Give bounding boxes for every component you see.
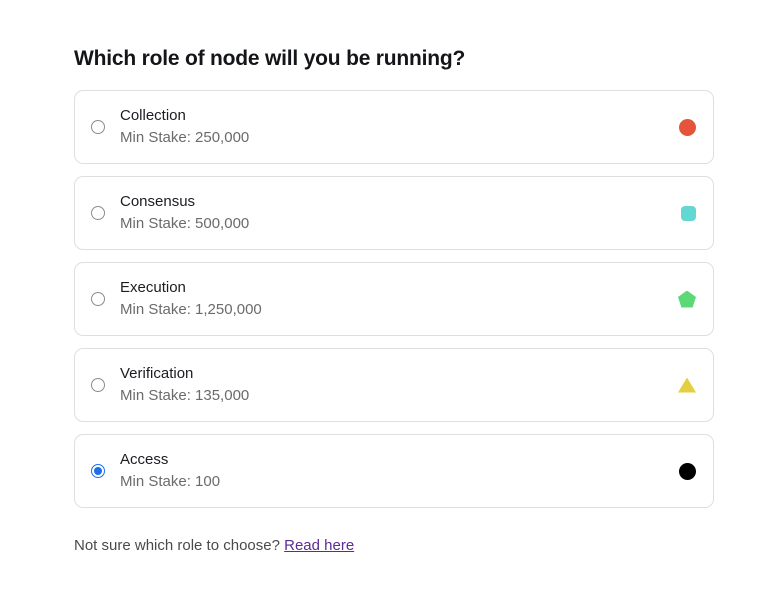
read-here-link[interactable]: Read here <box>284 537 355 554</box>
footer-help-text: Not sure which role to choose? Read here <box>74 537 714 554</box>
option-name: Execution <box>120 279 186 296</box>
option-name: Consensus <box>120 193 196 210</box>
yellow-triangle-icon <box>678 377 696 393</box>
option-card-execution[interactable]: Execution Min Stake: 1,250,000 <box>74 262 714 336</box>
option-min-stake: Min Stake: 1,250,000 <box>120 301 262 318</box>
black-circle-icon <box>679 462 696 480</box>
option-card-consensus[interactable]: Consensus Min Stake: 500,000 <box>74 176 714 250</box>
option-name: Verification <box>120 365 194 382</box>
footer-question: Not sure which role to choose? <box>74 537 285 554</box>
option-card-verification[interactable]: Verification Min Stake: 135,000 <box>74 348 714 422</box>
radio-button-verification[interactable] <box>91 378 105 392</box>
option-name: Collection <box>120 107 186 124</box>
option-min-stake: Min Stake: 250,000 <box>120 129 250 146</box>
green-pentagon-icon <box>678 290 696 308</box>
radio-button-access[interactable] <box>91 464 105 478</box>
option-card-collection[interactable]: Collection Min Stake: 250,000 <box>74 90 714 164</box>
option-min-stake: Min Stake: 135,000 <box>120 387 250 404</box>
page-title: Which role of node will you be running? <box>74 47 466 70</box>
option-name: Access <box>120 451 169 468</box>
role-selection-form: Which role of node will you be running? … <box>74 47 714 554</box>
radio-button-consensus[interactable] <box>91 206 105 220</box>
red-circle-icon <box>679 118 696 136</box>
radio-button-collection[interactable] <box>91 120 105 134</box>
teal-square-icon <box>681 205 696 221</box>
radio-button-execution[interactable] <box>91 292 105 306</box>
option-min-stake: Min Stake: 100 <box>120 473 221 490</box>
option-card-access[interactable]: Access Min Stake: 100 <box>74 434 714 508</box>
options-list: Collection Min Stake: 250,000 Consensus … <box>74 90 714 508</box>
option-min-stake: Min Stake: 500,000 <box>120 215 250 232</box>
